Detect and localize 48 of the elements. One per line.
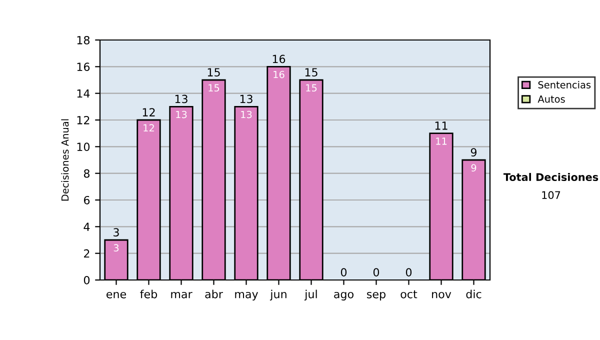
data-label: 13 — [176, 110, 187, 118]
total-label: 15 — [208, 68, 220, 77]
legend-label: Autos — [538, 96, 565, 103]
x-tick-label: sep — [367, 292, 386, 300]
total-label: 15 — [305, 68, 318, 77]
total-label: 0 — [406, 268, 412, 277]
y-tick-label: 2 — [84, 249, 90, 258]
data-label: 11 — [436, 138, 447, 145]
data-label: 9 — [471, 164, 476, 172]
y-tick-label: 10 — [77, 142, 90, 152]
total-label: 0 — [373, 268, 380, 277]
x-tick-label: abr — [205, 290, 223, 298]
total-label: 11 — [435, 122, 448, 130]
data-label: 15 — [208, 84, 220, 92]
x-tick-label: ago — [334, 292, 354, 300]
y-axis-title: Decisiones Anual — [61, 119, 69, 201]
data-label: 3 — [114, 244, 119, 252]
total-label: 0 — [340, 268, 347, 277]
text: 107 — [542, 191, 560, 200]
x-tick-label: may — [235, 292, 258, 300]
y-tick-label: 12 — [77, 116, 90, 124]
y-tick-label: 8 — [84, 169, 90, 178]
y-tick-label: 4 — [84, 222, 90, 231]
data-label: 16 — [274, 70, 284, 78]
x-tick-label: jul — [304, 290, 317, 300]
text: Total Decisiones — [503, 172, 598, 182]
x-tick-label: feb — [140, 290, 158, 298]
x-tick-label: mar — [171, 292, 192, 298]
legend-label: Sentencias — [538, 80, 591, 88]
y-tick-label: 16 — [77, 62, 90, 72]
data-label: 12 — [144, 124, 154, 132]
data-label: 13 — [241, 110, 252, 118]
x-tick-label: dic — [466, 290, 482, 298]
y-tick-label: 0 — [84, 276, 90, 284]
x-tick-label: jun — [270, 290, 286, 300]
total-label: 3 — [114, 228, 119, 237]
y-tick-label: 6 — [84, 196, 90, 204]
total-label: 12 — [142, 108, 155, 116]
x-tick-label: oct — [400, 290, 418, 298]
total-label: 9 — [470, 148, 477, 157]
data-label: 15 — [306, 84, 317, 92]
x-tick-label: nov — [432, 292, 452, 298]
y-tick-label: 14 — [77, 89, 90, 98]
total-label: 13 — [175, 94, 188, 104]
y-tick-label: 18 — [77, 36, 90, 44]
x-tick-label: ene — [106, 292, 126, 298]
total-label: 16 — [272, 54, 286, 64]
total-label: 13 — [240, 94, 252, 104]
